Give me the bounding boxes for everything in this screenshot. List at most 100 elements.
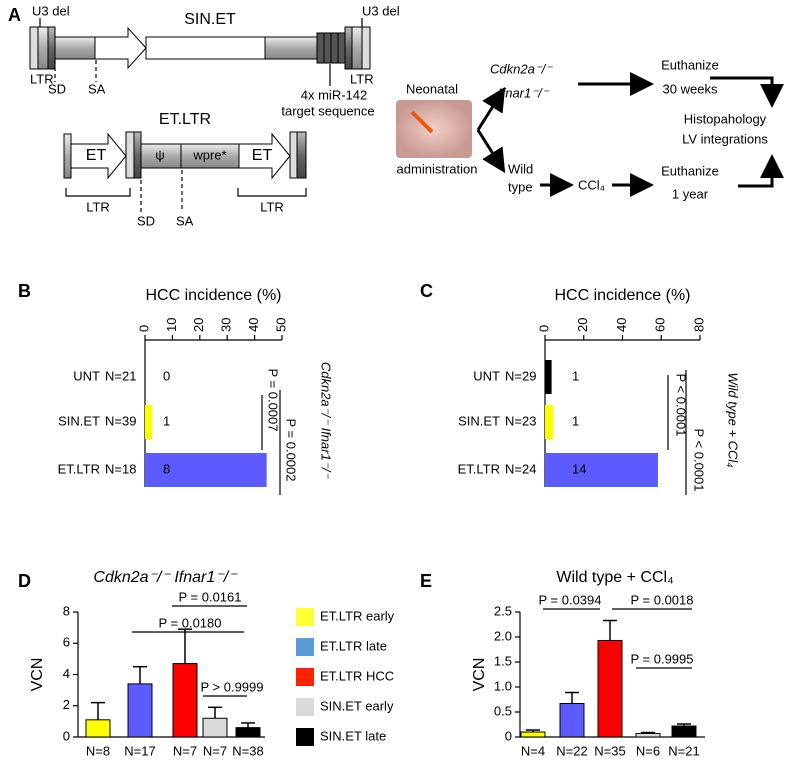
label: Euthanize: [661, 163, 719, 178]
chart-title: Wild type + CCl₄: [556, 569, 673, 586]
bar: [545, 360, 552, 394]
p-value: P > 0.9999: [200, 679, 263, 694]
bar: [635, 733, 661, 738]
p-value: P = 0.0394: [538, 592, 601, 607]
bar: [127, 683, 153, 738]
label: U3 del: [362, 3, 400, 18]
count-label: 1: [572, 368, 579, 383]
label: Cdkn2a⁻/⁻: [490, 61, 553, 76]
label: SA: [176, 213, 194, 228]
x-tick-label: 20: [575, 318, 590, 332]
x-tick-label: 20: [191, 318, 206, 332]
label: administration: [397, 161, 478, 176]
legend-swatch: [296, 728, 314, 746]
x-tick-label: 80: [691, 318, 706, 332]
bar: [235, 727, 261, 738]
legend-swatch: [296, 638, 314, 656]
x-tick-label: 50: [273, 318, 288, 332]
x-tick-label: 30: [219, 318, 234, 332]
n-label: N=18: [105, 461, 136, 476]
fix-box: [145, 36, 266, 60]
label: CCl₄: [578, 177, 605, 192]
y-tick-label: 6: [63, 635, 70, 650]
ltr-block: [125, 131, 135, 179]
psi-box: [140, 143, 182, 169]
ltr-block: [63, 133, 72, 179]
panel-letter: A: [8, 5, 21, 25]
count-label: 14: [572, 461, 586, 476]
x-tick-label: N=35: [594, 743, 625, 758]
bar: [597, 640, 623, 738]
bar: [559, 703, 585, 738]
mouse-photo: [396, 100, 472, 158]
p-value: P < 0.0001: [692, 428, 707, 491]
label: LTR: [350, 71, 374, 86]
x-tick-label: 60: [653, 318, 668, 332]
bar: [172, 663, 198, 738]
p-value: P = 0.9995: [630, 651, 693, 666]
ltr-block: [296, 131, 307, 179]
x-tick-label: N=7: [173, 743, 197, 758]
p-value: P = 0.0018: [630, 592, 693, 607]
label: ψ: [155, 147, 164, 162]
panel-a: A SIN.ET U3 del U3 del LTR LTR SD SA 4x …: [8, 3, 784, 228]
label: Histopahology: [684, 111, 767, 126]
label: U3 del: [32, 3, 70, 18]
label: LTR: [30, 71, 54, 86]
ltr-block: [361, 26, 371, 70]
side-label: Cdkn2a⁻/⁻ Ifnar1⁻/⁻: [319, 362, 334, 479]
bracket: [65, 188, 131, 197]
n-label: N=24: [505, 461, 536, 476]
y-tick-label: 0: [505, 728, 512, 743]
panel-letter: D: [18, 571, 31, 591]
x-tick-label: 0: [536, 325, 551, 332]
x-tick-label: 40: [614, 318, 629, 332]
x-tick-label: N=4: [521, 743, 545, 758]
y-tick-label: 4: [63, 666, 70, 681]
ltr-block: [289, 131, 298, 179]
x-tick-label: N=22: [556, 743, 587, 758]
mir-block: [337, 32, 346, 64]
label: Ifnar1⁻/⁻: [498, 85, 550, 100]
ltr-block: [37, 26, 49, 70]
x-tick-label: 0: [136, 325, 151, 332]
chart-title: HCC incidence (%): [145, 287, 281, 304]
panel-letter: E: [420, 571, 432, 591]
label: LV integrations: [682, 131, 768, 146]
legend-label: ET.LTR early: [320, 608, 395, 623]
label: type: [508, 179, 533, 194]
label: target sequence: [281, 103, 374, 118]
n-label: N=39: [105, 413, 136, 428]
n-label: N=29: [505, 368, 536, 383]
label: Neonatal: [406, 81, 458, 96]
category-label: ET.LTR: [58, 461, 100, 476]
bar: [202, 717, 228, 738]
y-axis-label: VCN: [471, 658, 488, 692]
label: SD: [137, 213, 155, 228]
mir-block: [330, 32, 339, 64]
side-label: Wild type + CCl₄: [726, 372, 741, 467]
count-label: 1: [163, 413, 170, 428]
mir-block: [323, 32, 332, 64]
bar: [520, 731, 546, 738]
x-tick-label: N=38: [232, 743, 263, 758]
y-tick-label: 2.0: [494, 628, 512, 643]
x-tick-label: N=17: [124, 743, 155, 758]
arrow: [710, 76, 784, 108]
ltr-block: [344, 26, 353, 70]
ltr-block: [29, 26, 39, 70]
ltr-block: [133, 131, 142, 179]
p-value: P = 0.0180: [158, 615, 221, 630]
count-label: 1: [572, 413, 579, 428]
label: wpre*: [192, 147, 226, 162]
bar: [545, 405, 554, 439]
x-tick-label: 40: [246, 318, 261, 332]
et-arrow: [238, 132, 291, 180]
p-value: P < 0.0001: [674, 373, 689, 436]
label: 1 year: [672, 186, 709, 201]
p-value: P = 0.0161: [178, 589, 241, 604]
label: ET: [86, 147, 107, 164]
y-tick-label: 0.5: [494, 703, 512, 718]
x-tick-label: 10: [164, 318, 179, 332]
